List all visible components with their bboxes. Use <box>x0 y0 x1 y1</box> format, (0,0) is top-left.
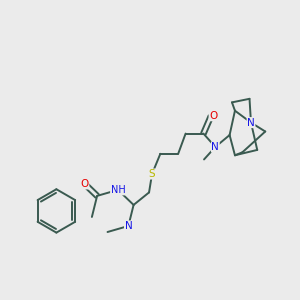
Text: NH: NH <box>111 185 125 195</box>
Text: O: O <box>81 179 89 189</box>
Text: N: N <box>247 118 255 128</box>
Text: O: O <box>209 111 218 121</box>
Text: N: N <box>124 221 132 231</box>
Text: N: N <box>212 142 219 152</box>
Text: S: S <box>149 169 155 179</box>
